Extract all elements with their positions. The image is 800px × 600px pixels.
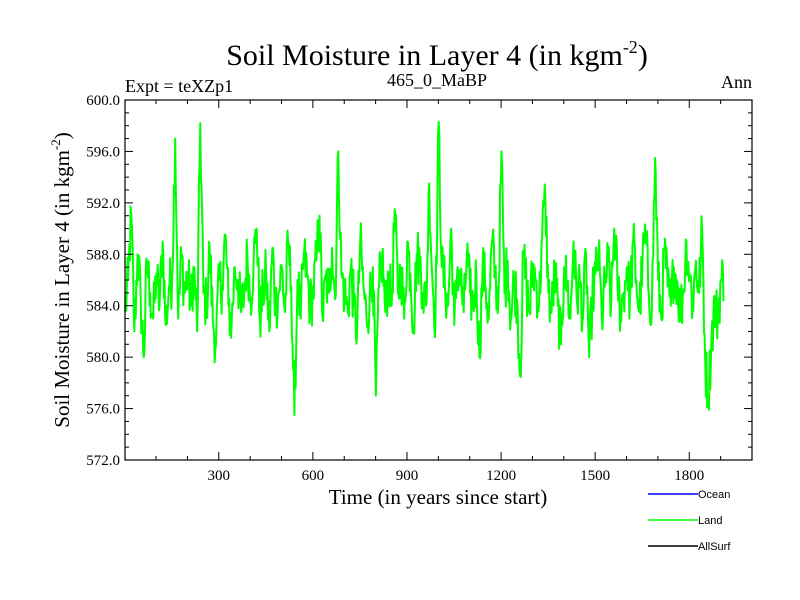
- subtitle-season: Ann: [721, 72, 752, 92]
- land-series-line: [124, 120, 725, 416]
- y-tick-label: 588.0: [86, 247, 120, 263]
- chart-title-superscript: -2: [623, 37, 638, 57]
- x-tick-label: 900: [396, 468, 419, 484]
- subtitle-experiment: Expt = teXZp1: [125, 76, 233, 96]
- legend-ocean-label: Ocean: [698, 489, 730, 501]
- chart-title-main: Soil Moisture in Layer 4 (in kgm: [226, 39, 623, 72]
- y-axis-label-main: Soil Moisture in Layer 4 (in kgm: [50, 150, 74, 428]
- y-tick-label: 600.0: [86, 93, 120, 109]
- y-axis-label-end: ): [50, 132, 74, 139]
- subtitle-period: 465_0_MaBP: [387, 70, 487, 90]
- chart-title: Soil Moisture in Layer 4 (in kgm-2): [226, 37, 648, 72]
- y-tick-label: 584.0: [86, 299, 120, 315]
- y-tick-label: 592.0: [86, 196, 120, 212]
- x-tick-label: 1500: [580, 468, 610, 484]
- x-tick-label: 1800: [674, 468, 704, 484]
- y-axis-label: Soil Moisture in Layer 4 (in kgm-2): [48, 132, 74, 427]
- y-tick-label: 576.0: [86, 402, 120, 418]
- y-tick-label: 596.0: [86, 144, 120, 160]
- legend-land-label: Land: [698, 515, 722, 527]
- x-axis-label: Time (in years since start): [329, 485, 548, 509]
- y-tick-label: 572.0: [86, 453, 120, 469]
- y-axis-label-superscript: -2: [48, 139, 63, 150]
- y-tick-label: 580.0: [86, 350, 120, 366]
- y-axis-ticks: 572.0 576.0 580.0 584.0 588.0 592.0 596.0 600.0: [86, 93, 752, 469]
- legend-allsurf-label: AllSurf: [698, 541, 731, 553]
- x-tick-label: 1200: [486, 468, 516, 484]
- chart-title-end: ): [638, 39, 648, 72]
- x-tick-label: 600: [302, 468, 325, 484]
- x-tick-label: 300: [208, 468, 231, 484]
- x-axis-ticks: 300 600 900 1200 1500 1800: [155, 100, 722, 484]
- legend: Ocean Land AllSurf: [648, 489, 731, 553]
